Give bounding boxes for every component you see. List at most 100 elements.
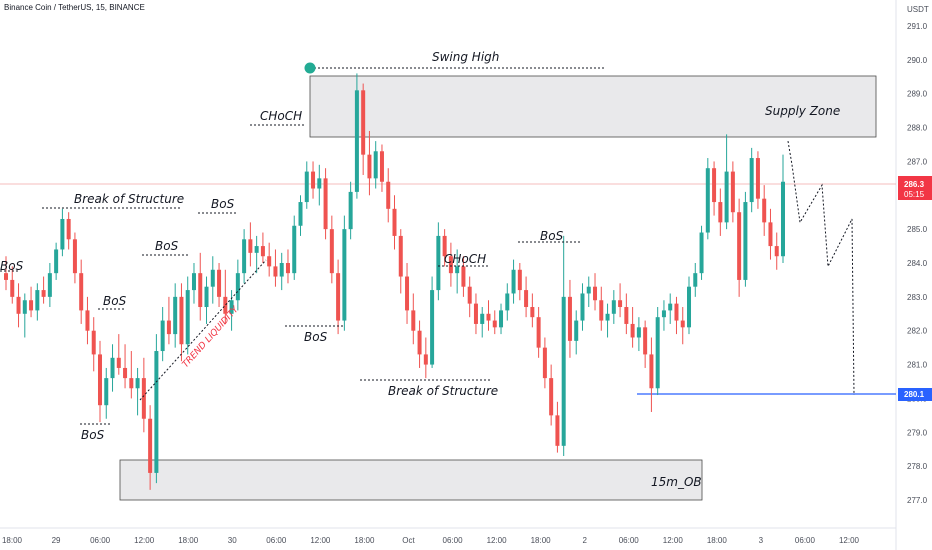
price-tick-label: 279.0 (907, 428, 928, 437)
candle-body (737, 212, 742, 280)
candle-body (10, 279, 15, 297)
candle-body (517, 269, 522, 291)
candle-body (35, 290, 40, 311)
time-tick-label: 12:00 (310, 536, 331, 545)
candle-body (373, 151, 378, 179)
candle-body (179, 296, 184, 345)
candle-body (674, 303, 679, 321)
candle-body (79, 273, 84, 311)
candle-body (649, 354, 654, 389)
order-block-zone-box (119, 459, 703, 501)
candle-body (66, 218, 71, 240)
candle-body (154, 351, 159, 473)
time-tick-label: 29 (52, 536, 61, 545)
time-tick-label: 06:00 (266, 536, 287, 545)
time-tick-label: 18:00 (531, 536, 552, 545)
candle-body (599, 300, 604, 321)
bos-bottom-label: BoS (81, 428, 105, 442)
candle-body (191, 273, 196, 291)
candle-body (210, 269, 215, 287)
candle-body (317, 178, 322, 189)
candle-body (499, 310, 504, 328)
candle-body (273, 266, 278, 277)
candle-body (110, 357, 115, 379)
candle-body (762, 198, 767, 223)
time-axis: 18:00 29 06:00 12:00 18:00 30 06:00 12:00 18:00 O… (2, 536, 860, 545)
time-tick-label: 12:00 (487, 536, 508, 545)
candle-body (586, 286, 591, 294)
candle-body (411, 310, 416, 331)
price-tick-label: 281.0 (907, 361, 928, 370)
candle-body (304, 171, 309, 203)
time-tick-label: 06:00 (795, 536, 816, 545)
candle-body (135, 378, 140, 389)
candle-body (724, 171, 729, 223)
candle-body (561, 296, 566, 446)
candle-body (367, 154, 372, 179)
candle-body (417, 330, 422, 355)
candle-body (279, 263, 284, 277)
candle-body (524, 290, 529, 308)
candle-body (54, 249, 59, 274)
price-tick-label: 277.0 (907, 496, 928, 505)
candle-body (618, 300, 623, 308)
bos-mid-label: BoS (155, 239, 179, 253)
candle-body (129, 378, 134, 389)
price-tick-label: 285.0 (907, 225, 928, 234)
candle-body (630, 323, 635, 338)
candle-body (643, 327, 648, 355)
price-axis: USDT 291.0290.0289.0288.0287.0286.0285.0… (907, 5, 929, 505)
swing-high-marker (304, 62, 316, 74)
time-tick-label: 06:00 (619, 536, 640, 545)
candle-body (336, 273, 341, 321)
candle-body (480, 313, 485, 324)
candle-body (781, 181, 785, 257)
candle-body (342, 229, 347, 321)
last-price-tag (898, 176, 932, 200)
candle-body (267, 256, 272, 267)
candle-body (486, 313, 491, 321)
order-block-label: 15m_OB (651, 475, 702, 489)
price-tick-label: 283.0 (907, 293, 928, 302)
candle-body (166, 320, 171, 335)
candle-body (430, 290, 435, 365)
candle-body (379, 151, 384, 182)
candle-body (4, 273, 8, 280)
trend-liquidity-label: TREND LIQUIDITY (181, 304, 242, 370)
break-structure-left-label: Break of Structure (74, 192, 184, 206)
candle-body (85, 310, 90, 331)
candles-group (4, 73, 785, 490)
candle-body (217, 269, 222, 297)
candle-body (624, 307, 629, 324)
candle-body (530, 307, 535, 318)
candle-body (392, 208, 397, 236)
candle-body (755, 158, 760, 199)
candle-body (398, 235, 403, 277)
candle-body (60, 218, 65, 250)
price-tick-label: 282.0 (907, 327, 928, 336)
candle-body (311, 171, 316, 189)
time-tick-label: 18:00 (178, 536, 199, 545)
time-tick-label: 12:00 (663, 536, 684, 545)
candle-body (768, 222, 773, 247)
candle-body (41, 290, 46, 297)
candle-body (223, 296, 228, 314)
time-tick-label: Oct (402, 536, 415, 545)
candle-body (285, 263, 290, 274)
price-tick-label: 288.0 (907, 124, 928, 133)
bos-upper-label: BoS (211, 197, 235, 211)
price-tick-label: 289.0 (907, 90, 928, 99)
candle-body (160, 320, 165, 352)
structure-lines (0, 67, 855, 425)
choch-mid-label: CHoCH (444, 252, 486, 266)
last-price-value: 286.3 (904, 180, 925, 189)
candle-body (668, 303, 673, 311)
candle-body (298, 202, 303, 226)
time-tick-label: 06:00 (443, 536, 464, 545)
candle-body (593, 286, 598, 301)
candle-body (655, 317, 660, 389)
candle-body (492, 320, 497, 328)
candle-body (461, 266, 466, 287)
candle-body (329, 229, 334, 274)
